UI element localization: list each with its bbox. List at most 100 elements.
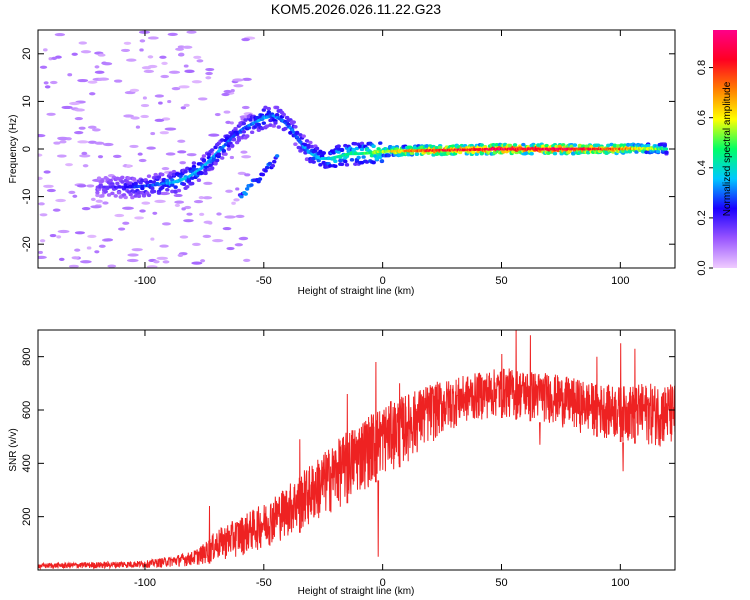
heatmap-ridge-cell	[186, 178, 192, 183]
heatmap-speckle	[53, 141, 61, 145]
heatmap-speckle	[98, 244, 106, 248]
heatmap-ridge-cell	[293, 142, 298, 147]
heatmap-speckle	[241, 37, 251, 42]
heatmap-ridge-cell	[106, 193, 112, 197]
heatmap-track-cell	[249, 183, 254, 187]
heatmap-ridge-cell	[304, 157, 310, 161]
heatmap-speckle	[65, 163, 73, 167]
heatmap-speckle	[90, 205, 102, 209]
heatmap-ridge-cell	[293, 124, 298, 129]
heatmap-speckle	[225, 189, 233, 193]
heatmap-ridge-cell	[256, 128, 262, 132]
heatmap-ridge-cell	[309, 144, 315, 149]
heatmap-speckle	[193, 199, 204, 204]
heatmap-ridge-cell	[241, 129, 247, 134]
heatmap-speckle	[205, 71, 213, 76]
heatmap-speckle	[207, 221, 213, 225]
heatmap-speckle	[54, 32, 66, 37]
heatmap-speckle	[130, 116, 140, 120]
heatmap-speckle	[81, 151, 88, 156]
y-tick-label: 600	[21, 401, 33, 419]
heatmap-ridge-cell	[544, 143, 549, 148]
heatmap-speckle	[95, 199, 103, 203]
heatmap-ridge-core	[290, 128, 294, 132]
heatmap-speckle	[184, 205, 192, 210]
heatmap-speckle	[167, 99, 172, 104]
heatmap-ridge-cell	[241, 121, 247, 126]
heatmap-speckle	[113, 79, 123, 83]
heatmap-speckle	[242, 77, 252, 81]
heatmap-ridge-cell	[170, 189, 175, 194]
heatmap-speckle	[214, 112, 221, 117]
heatmap-speckle	[103, 238, 114, 242]
heatmap-speckle	[56, 154, 67, 158]
heatmap-speckle	[123, 41, 132, 45]
heatmap-ridge-cell	[379, 159, 385, 163]
heatmap-speckle	[44, 85, 51, 89]
heatmap-speckle	[154, 199, 166, 204]
heatmap-ridge-cell	[276, 125, 281, 129]
heatmap-ridge-cell	[492, 150, 498, 155]
heatmap-ridge-cell	[146, 193, 152, 198]
colorbar-label: Normalized spectral amplitude	[722, 81, 733, 216]
heatmap-speckle	[51, 56, 58, 60]
heatmap-speckle	[193, 55, 202, 59]
heatmap-speckle	[78, 126, 86, 130]
heatmap-speckle	[233, 84, 244, 88]
heatmap-ridge-cell	[148, 179, 153, 184]
heatmap-speckle	[222, 226, 232, 231]
heatmap-ridge-cell	[213, 161, 218, 166]
heatmap-track-cell	[239, 194, 244, 199]
heatmap-speckle	[94, 65, 100, 69]
heatmap-ridge-cell	[378, 152, 383, 157]
heatmap-speckle	[177, 139, 186, 143]
heatmap-speckle	[71, 256, 80, 260]
heatmap-ridge-cell	[301, 134, 306, 138]
heatmap-speckle	[158, 191, 171, 196]
heatmap-speckle	[184, 69, 195, 73]
heatmap-speckle	[224, 215, 236, 219]
heatmap-speckle	[143, 69, 155, 73]
heatmap-speckle	[38, 202, 45, 206]
heatmap-speckle	[142, 96, 147, 100]
snr-y-label: SNR (v/v)	[8, 428, 19, 471]
heatmap-speckle	[177, 150, 187, 154]
heatmap-ridge-cell	[133, 181, 138, 186]
heatmap-ridge-cell	[115, 176, 120, 181]
heatmap-ridge-cell	[339, 148, 345, 153]
heatmap-speckle	[164, 127, 177, 131]
heatmap-speckle	[68, 264, 79, 268]
heatmap-ridge-cell	[96, 176, 102, 180]
heatmap-ridge-cell	[409, 151, 415, 156]
heatmap-ridge-cell	[437, 145, 443, 150]
y-tick-label: 0	[21, 146, 33, 152]
heatmap-ridge-cell	[294, 131, 300, 135]
heatmap-speckle	[202, 196, 213, 200]
heatmap-ridge-cell	[606, 143, 611, 148]
heatmap-ridge-cell	[524, 151, 529, 155]
heatmap-ridge-cell	[261, 121, 267, 125]
heatmap-ridge-cell	[165, 178, 170, 183]
heatmap-speckle	[203, 181, 213, 185]
x-tick-label: 0	[380, 577, 386, 589]
heatmap-speckle	[225, 120, 232, 125]
heatmap-ridge-cell	[185, 166, 190, 171]
heatmap-ridge-cell	[165, 187, 170, 192]
heatmap-speckle	[94, 70, 105, 74]
heatmap-speckle	[233, 198, 240, 202]
heatmap-speckle	[77, 78, 89, 83]
heatmap-ridge-cell	[567, 149, 573, 154]
heatmap-speckle	[82, 164, 89, 168]
heatmap-ridge-cell	[123, 195, 128, 200]
snr-x-ticks: -100 -50 0 50 100	[134, 330, 630, 589]
spectrogram-y-label: Frequency (Hz)	[8, 115, 19, 184]
heatmap-ridge-cell	[388, 145, 393, 149]
heatmap-speckle	[208, 133, 220, 137]
heatmap-ridge-cell	[266, 110, 271, 114]
colorbar-tick-label: 0.0	[696, 260, 708, 275]
heatmap-ridge-cell	[108, 178, 113, 183]
heatmap-speckle	[183, 103, 190, 107]
heatmap-ridge-cell	[303, 142, 308, 147]
